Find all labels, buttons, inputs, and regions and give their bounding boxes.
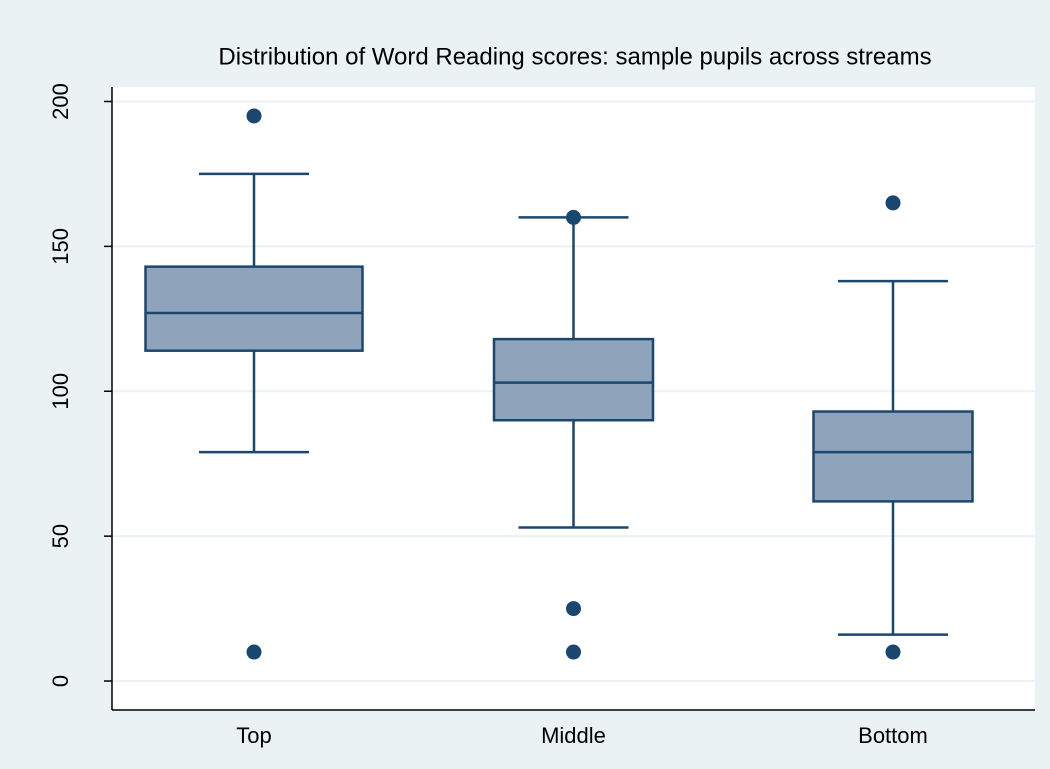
- outlier: [246, 644, 262, 660]
- y-tick-label: 0: [48, 675, 73, 687]
- y-tick-label: 200: [48, 83, 73, 120]
- chart-title: Distribution of Word Reading scores: sam…: [218, 43, 931, 70]
- x-tick-label: Bottom: [858, 723, 928, 748]
- outlier: [885, 644, 901, 660]
- outlier: [566, 209, 581, 225]
- box: [812, 410, 974, 503]
- outlier: [566, 601, 581, 617]
- y-tick-label: 150: [48, 228, 73, 265]
- box: [144, 265, 364, 352]
- y-tick-label: 100: [48, 373, 73, 410]
- y-tick-label: 50: [48, 524, 73, 548]
- outlier: [566, 644, 581, 660]
- x-tick-label: Middle: [541, 723, 606, 748]
- outlier: [885, 195, 901, 211]
- box: [492, 337, 655, 422]
- outlier: [246, 108, 262, 124]
- x-tick-label: Top: [236, 723, 271, 748]
